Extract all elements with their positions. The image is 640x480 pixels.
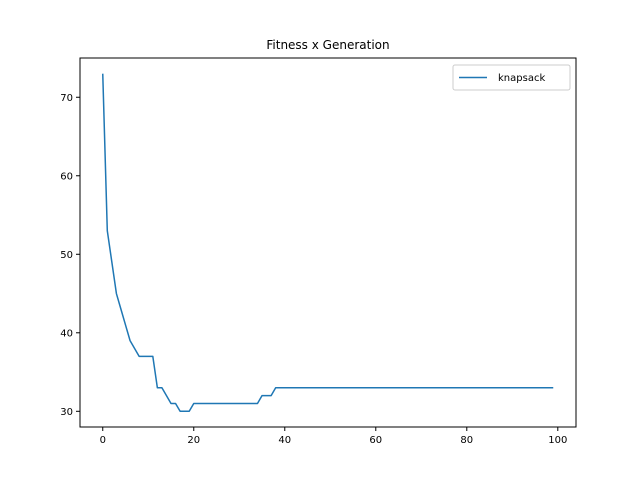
series-line-knapsack: [102, 73, 554, 413]
y-tick-label: 70: [60, 93, 73, 104]
x-tick-label: 80: [460, 435, 473, 446]
y-tick-label: 50: [60, 250, 73, 261]
axes-frame: [79, 57, 577, 428]
legend-box: [452, 64, 571, 91]
y-axis: 30 40 50 60 70: [60, 93, 80, 418]
x-tick-label: 0: [100, 435, 106, 446]
x-tick-label: 60: [369, 435, 382, 446]
x-tick-label: 20: [187, 435, 200, 446]
y-tick-label: 40: [60, 328, 73, 339]
plot-area: [102, 73, 554, 413]
y-tick-label: 30: [60, 407, 73, 418]
legend: knapsack: [452, 64, 571, 91]
x-tick-label: 100: [548, 435, 567, 446]
chart-title: Fitness x Generation: [266, 38, 389, 52]
y-tick-label: 60: [60, 171, 73, 182]
legend-label-knapsack: knapsack: [498, 73, 545, 84]
x-axis: 0 20 40 60 80 100: [100, 427, 567, 446]
x-tick-label: 40: [278, 435, 291, 446]
